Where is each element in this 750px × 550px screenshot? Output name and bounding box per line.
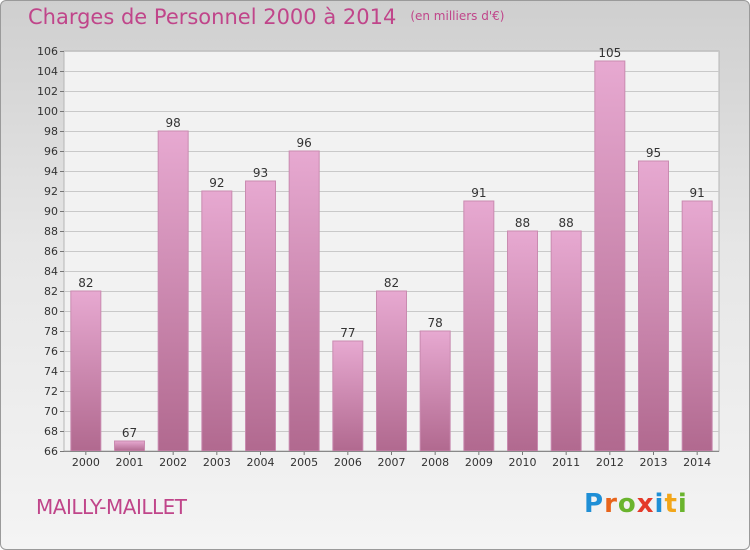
bar: [419, 330, 451, 452]
y-tick-label: 102: [37, 85, 58, 98]
bar-value-label: 78: [428, 316, 443, 330]
y-tick-label: 82: [44, 285, 58, 298]
bar: [332, 340, 364, 452]
y-tick-label: 98: [44, 125, 58, 138]
bar-value-label: 82: [384, 276, 399, 290]
bar: [245, 180, 276, 452]
x-tick-label: 2007: [378, 456, 406, 469]
y-tick-label: 104: [37, 65, 58, 78]
bar-value-label: 93: [253, 166, 268, 180]
y-tick-label: 86: [44, 245, 58, 258]
y-tick-label: 100: [37, 105, 58, 118]
x-tick-label: 2009: [465, 456, 493, 469]
y-tick-label: 68: [44, 425, 58, 438]
bar-value-label: 77: [340, 326, 355, 340]
y-tick-label: 106: [37, 45, 58, 58]
y-tick-label: 70: [44, 405, 58, 418]
bar: [376, 290, 407, 452]
logo-letter: i: [677, 489, 688, 519]
logo-letter: o: [617, 489, 637, 519]
bar-value-label: 91: [471, 186, 486, 200]
bar: [638, 160, 669, 452]
x-tick-label: 2011: [552, 456, 580, 469]
x-tick-label: 2008: [421, 456, 449, 469]
x-tick-label: 2001: [116, 456, 144, 469]
x-tick-label: 2012: [596, 456, 624, 469]
bar: [288, 150, 320, 452]
commune-name: MAILLY-MAILLET: [36, 495, 187, 519]
bar: [594, 60, 626, 452]
x-tick-label: 2013: [640, 456, 668, 469]
bar-value-label: 88: [515, 216, 530, 230]
bar: [507, 230, 538, 452]
bar: [201, 190, 233, 452]
bar-value-label: 82: [78, 276, 93, 290]
y-tick-label: 74: [44, 365, 58, 378]
x-tick-label: 2002: [159, 456, 187, 469]
bar-value-label: 96: [297, 136, 312, 150]
bar-value-label: 67: [122, 426, 137, 440]
logo-letter: i: [654, 489, 665, 519]
title-text: Charges de Personnel 2000 à 2014: [28, 5, 397, 29]
y-tick-label: 88: [44, 225, 58, 238]
bar-value-label: 88: [559, 216, 574, 230]
bar: [550, 230, 582, 452]
y-tick-label: 78: [44, 325, 58, 338]
y-tick-label: 94: [44, 165, 58, 178]
bar: [114, 440, 145, 452]
x-tick-label: 2003: [203, 456, 231, 469]
bar-value-label: 92: [209, 176, 224, 190]
bar: [157, 130, 189, 452]
y-tick-label: 80: [44, 305, 58, 318]
chart-title: Charges de Personnel 2000 à 2014 (en mill…: [28, 5, 504, 29]
x-tick-label: 2000: [72, 456, 100, 469]
logo-letter: x: [636, 489, 655, 519]
bar-value-label: 91: [690, 186, 705, 200]
x-tick-label: 2014: [683, 456, 711, 469]
y-tick-label: 66: [44, 445, 58, 458]
x-tick-label: 2004: [247, 456, 275, 469]
x-tick-label: 2005: [290, 456, 318, 469]
y-tick-label: 90: [44, 205, 58, 218]
logo-letter: P: [584, 489, 605, 519]
x-tick-label: 2006: [334, 456, 362, 469]
y-tick-label: 92: [44, 185, 58, 198]
x-tick-label: 2010: [509, 456, 537, 469]
y-tick-label: 84: [44, 265, 58, 278]
bar-value-label: 95: [646, 146, 661, 160]
y-tick-label: 96: [44, 145, 58, 158]
proxiti-logo: Proxiti: [584, 489, 688, 519]
y-tick-label: 76: [44, 345, 58, 358]
bar: [681, 200, 713, 452]
logo-letter: t: [664, 489, 678, 519]
bar: [70, 290, 102, 452]
chart-subtitle: (en milliers d'€): [410, 9, 505, 23]
logo-letter: r: [604, 489, 618, 519]
y-tick-label: 72: [44, 385, 58, 398]
bar: [463, 200, 495, 452]
bar-value-label: 105: [598, 46, 621, 60]
bar-value-label: 98: [166, 116, 181, 130]
